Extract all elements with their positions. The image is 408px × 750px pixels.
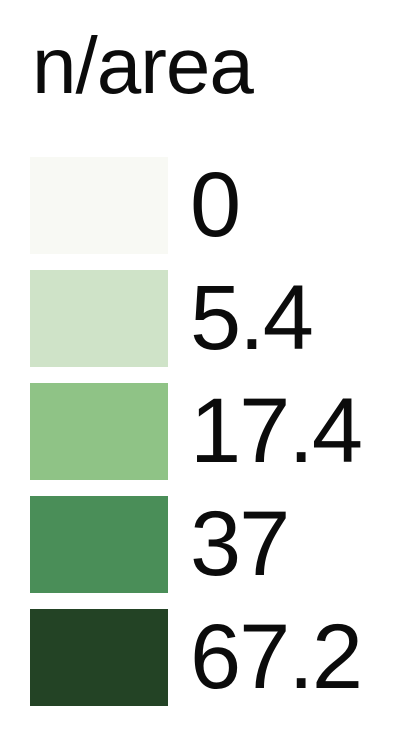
legend-title: n/area	[32, 21, 254, 110]
legend-swatch	[30, 496, 168, 593]
legend-label: 0	[190, 154, 241, 256]
legend-label: 5.4	[190, 267, 314, 369]
legend-item: 5.4	[30, 270, 390, 383]
legend-swatch	[30, 609, 168, 706]
legend-items: 0 5.4 17.4 37 67.2	[30, 157, 390, 722]
legend-swatch	[30, 383, 168, 480]
legend-label: 37	[190, 493, 290, 595]
legend-swatch	[30, 270, 168, 367]
legend-item: 37	[30, 496, 390, 609]
legend-item: 17.4	[30, 383, 390, 496]
legend-label: 67.2	[190, 606, 363, 708]
legend-label: 17.4	[190, 380, 363, 482]
legend-item: 67.2	[30, 609, 390, 722]
legend-swatch	[30, 157, 168, 254]
legend-item: 0	[30, 157, 390, 270]
